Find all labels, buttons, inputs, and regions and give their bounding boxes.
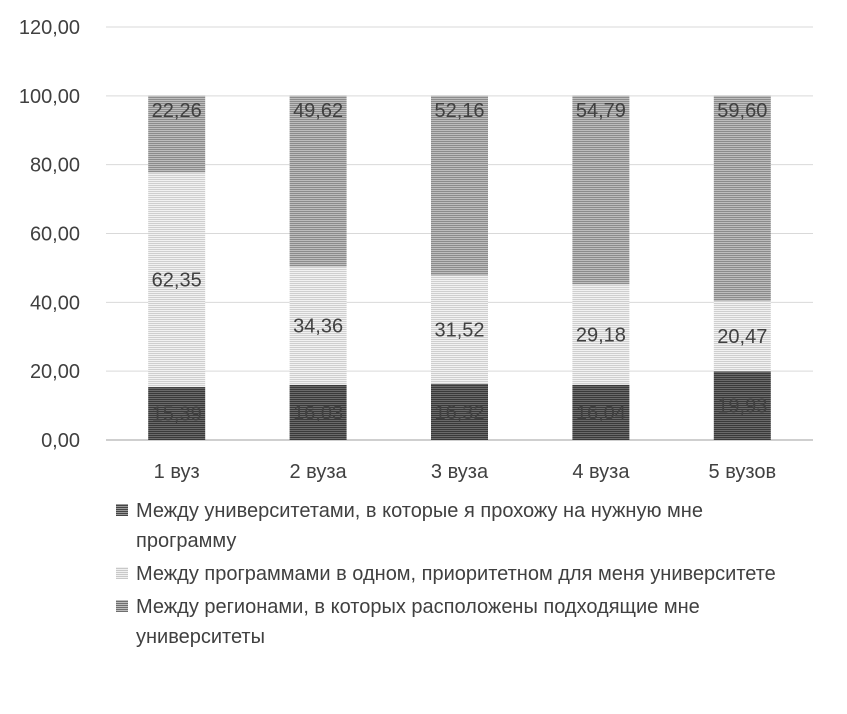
x-tick-label: 2 вуза xyxy=(290,461,348,483)
legend-label: Между регионами, в которых расположены п… xyxy=(136,596,700,648)
x-axis-tick-labels: 1 вуз 2 вуза 3 вуза 4 вуза 5 вузов xyxy=(154,461,776,483)
data-label: 59,60 xyxy=(717,100,767,122)
bar-segment xyxy=(148,387,206,440)
data-label: 15,39 xyxy=(152,404,202,426)
data-label: 22,26 xyxy=(152,100,202,122)
bar-segment xyxy=(148,95,206,173)
data-label: 16,03 xyxy=(293,402,343,424)
data-label: 16,04 xyxy=(576,402,626,424)
legend-item: Между регионами, в которых расположены п… xyxy=(116,592,776,652)
data-label: 54,79 xyxy=(576,100,626,122)
bars xyxy=(148,95,771,440)
bar-segment xyxy=(713,371,771,440)
data-label: 52,16 xyxy=(434,100,484,122)
bar-segment xyxy=(289,384,347,440)
legend-label: Между программами в одном, приоритетном … xyxy=(136,563,776,585)
legend-swatch xyxy=(116,504,128,516)
data-label: 20,47 xyxy=(717,326,767,348)
legend-swatch xyxy=(116,567,128,579)
bar-segment xyxy=(572,384,630,440)
legend-item: Между университетами, в которые я прохож… xyxy=(116,496,776,556)
bar-segment xyxy=(148,172,206,388)
bar-segment xyxy=(431,383,488,440)
x-tick-label: 1 вуз xyxy=(154,461,200,483)
data-label: 49,62 xyxy=(293,100,343,122)
data-label: 29,18 xyxy=(576,325,626,347)
data-label: 34,36 xyxy=(293,316,343,338)
bar-segment xyxy=(713,95,771,301)
legend: Между университетами, в которые я прохож… xyxy=(116,496,776,655)
x-tick-label: 4 вуза xyxy=(572,461,630,483)
data-label: 31,52 xyxy=(434,320,484,342)
data-labels: 15,39 62,35 22,26 16,03 34,36 49,62 16,32 31,52… xyxy=(152,100,768,426)
bar-segment xyxy=(713,300,771,372)
data-label: 19,93 xyxy=(717,396,767,418)
data-label: 16,32 xyxy=(434,402,484,424)
legend-item: Между программами в одном, приоритетном … xyxy=(116,559,776,589)
bar-segment xyxy=(289,266,347,385)
legend-swatch xyxy=(116,600,128,612)
y-axis-tick-labels: 0,00 20,00 40,00 60,00 80,00 100,00 120,00 xyxy=(19,17,80,452)
x-tick-label: 5 вузов xyxy=(709,461,777,483)
bar-segment xyxy=(431,275,488,384)
data-label: 62,35 xyxy=(152,270,202,292)
y-tick-label: 20,00 xyxy=(30,361,80,383)
legend-label: Между университетами, в которые я прохож… xyxy=(136,500,703,552)
bar-segment xyxy=(289,95,347,267)
y-tick-label: 80,00 xyxy=(30,155,80,177)
y-tick-label: 100,00 xyxy=(19,86,80,108)
bar-segment xyxy=(572,284,630,385)
y-tick-label: 0,00 xyxy=(41,430,80,452)
bar-segment xyxy=(431,95,488,276)
y-tick-label: 40,00 xyxy=(30,292,80,314)
stacked-bar-chart: 0,00 20,00 40,00 60,00 80,00 100,00 120,00 15,… xyxy=(19,17,813,483)
y-tick-label: 120,00 xyxy=(19,17,80,39)
y-tick-label: 60,00 xyxy=(30,224,80,246)
bar-segment xyxy=(572,95,630,285)
x-tick-label: 3 вуза xyxy=(431,461,489,483)
